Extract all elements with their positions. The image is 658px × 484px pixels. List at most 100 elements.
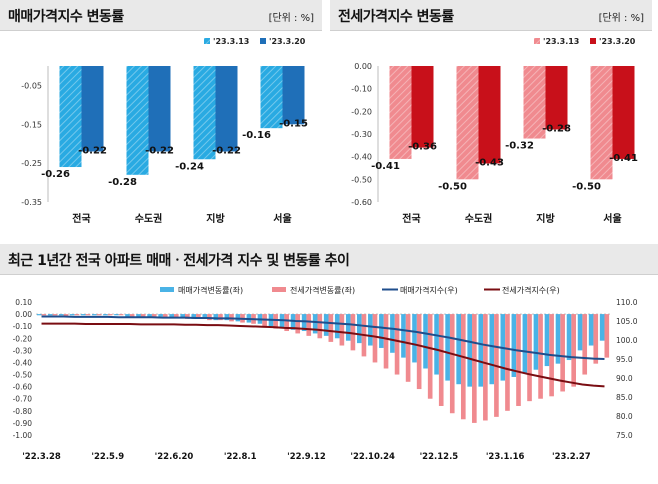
sale-rate-bar <box>423 314 428 369</box>
legend-label: '23.3.13 <box>543 37 579 46</box>
jeonse-change-title: 전세가격지수 변동률 <box>338 9 454 25</box>
y-tick-label: -0.20 <box>351 107 372 116</box>
sale-rate-bar <box>290 314 296 330</box>
jeonse-rate-bar <box>185 314 190 319</box>
bar <box>215 66 238 152</box>
y-tick-label: -0.35 <box>21 198 42 207</box>
sale-rate-bar <box>511 314 517 377</box>
y-tick-label: -0.40 <box>351 153 372 162</box>
trend-combo-chart: 0.10 0.00 -0.10 -0.20 -0.30 -0.40 -0.50 -0.60 -0… <box>13 285 638 462</box>
sale-index-line <box>41 315 605 360</box>
sale-rate-bar <box>577 314 583 351</box>
jeonse-rate-bar <box>140 314 146 317</box>
x-tick-label: '22.5.9 <box>91 452 124 462</box>
data-label: -0.16 <box>242 130 271 141</box>
bar <box>282 66 305 125</box>
right-tick-label: 85.0 <box>616 393 633 402</box>
x-tick-label: '23.1.16 <box>486 452 525 462</box>
category-label: 지방 <box>206 212 225 225</box>
left-tick-label: -0.90 <box>13 419 33 428</box>
jeonse-rate-bar <box>350 314 356 351</box>
jeonse-rate-bar <box>273 314 278 329</box>
data-label: -0.43 <box>475 157 504 168</box>
data-label: -0.41 <box>371 161 400 172</box>
left-tick-label: -0.40 <box>13 358 33 367</box>
jeonse-rate-bar <box>85 314 91 316</box>
jeonse-rate-bar <box>339 314 345 346</box>
sale-rate-bar <box>301 314 307 332</box>
bar <box>545 66 568 130</box>
legend-label: '23.3.20 <box>269 37 306 46</box>
data-label: -0.22 <box>212 145 241 156</box>
jeonse-rate-bar <box>74 314 80 316</box>
jeonse-rate-bar <box>571 314 577 387</box>
sale-rate-bar <box>489 314 495 385</box>
sale-change-bar-chart: -0.05 -0.15 -0.25 -0.35 '23.3.13 '23.3.20 -0.2… <box>21 37 308 225</box>
right-tick-label: 100.0 <box>616 336 638 345</box>
x-tick-label: '22.8.1 <box>224 452 257 462</box>
legend-swatch <box>272 287 286 292</box>
sale-rate-bar <box>202 314 208 319</box>
jeonse-rate-bar <box>604 314 610 358</box>
legend-swatch <box>534 38 540 44</box>
jeonse-rate-bar <box>107 314 113 316</box>
sale-rate-bar <box>147 314 152 317</box>
sale-rate-bar <box>544 314 550 367</box>
sale-rate-bar <box>69 314 75 316</box>
jeonse-rate-bar <box>162 314 168 318</box>
jeonse-rate-bar <box>52 314 58 316</box>
sale-rate-bar <box>81 314 86 316</box>
left-tick-label: -1.00 <box>13 431 33 440</box>
x-tick-label: '22.6.20 <box>155 452 194 462</box>
jeonse-rate-bar <box>284 314 290 332</box>
sale-rate-bar <box>401 314 406 358</box>
legend-swatch <box>590 38 596 44</box>
legend-label: 전세가격지수(우) <box>502 285 560 295</box>
sale-rate-bar <box>136 314 141 317</box>
sale-rate-bar <box>522 314 528 374</box>
category-label: 서울 <box>603 212 621 225</box>
jeonse-rate-bar <box>416 314 422 390</box>
trend-header: 최근 1년간 전국 아파트 매매ㆍ전세가격 지수 및 변동률 추이 <box>0 244 658 275</box>
sale-rate-bar <box>588 314 594 346</box>
jeonse-rate-bar <box>41 314 47 316</box>
jeonse-rate-bar <box>560 314 565 392</box>
left-tick-label: -0.80 <box>13 407 33 416</box>
jeonse-rate-bar <box>63 314 69 317</box>
data-label: -0.22 <box>78 145 107 156</box>
category-label: 서울 <box>273 212 291 225</box>
left-tick-label: -0.50 <box>13 371 33 380</box>
category-label: 지방 <box>536 212 555 225</box>
sale-rate-bar <box>390 314 395 353</box>
sale-rate-bar <box>566 314 572 361</box>
sale-rate-bar <box>180 314 186 318</box>
y-tick-label: 0.00 <box>354 62 372 71</box>
x-tick-label: '22.9.12 <box>287 452 326 462</box>
sale-change-header: 매매가격지수 변동률 [단위 : %] <box>0 0 322 31</box>
sale-rate-bar <box>213 314 219 321</box>
jeonse-rate-bar <box>472 314 477 423</box>
jeonse-rate-bar <box>460 314 466 420</box>
sale-rate-bar <box>599 314 605 341</box>
bar <box>523 66 546 139</box>
bar <box>193 66 216 160</box>
x-tick-label: '22.12.5 <box>420 452 459 462</box>
bar <box>59 66 82 168</box>
trend-title: 최근 1년간 전국 아파트 매매ㆍ전세가격 지수 및 변동률 추이 <box>8 253 350 269</box>
sale-rate-bar <box>158 314 163 317</box>
sale-rate-bar <box>191 314 197 319</box>
sale-rate-bar <box>467 314 473 387</box>
data-label: -0.41 <box>609 153 638 164</box>
sale-rate-bar <box>368 314 373 346</box>
bar <box>590 66 613 180</box>
y-tick-label: -0.10 <box>351 85 372 94</box>
right-tick-label: 80.0 <box>616 412 633 421</box>
right-tick-label: 90.0 <box>616 374 633 383</box>
legend-swatch <box>260 38 266 44</box>
data-label: -0.50 <box>572 181 601 192</box>
sale-rate-bar <box>114 314 119 316</box>
bar <box>456 66 479 180</box>
right-tick-label: 95.0 <box>616 355 633 364</box>
bar <box>260 66 283 129</box>
data-label: -0.50 <box>438 181 467 192</box>
